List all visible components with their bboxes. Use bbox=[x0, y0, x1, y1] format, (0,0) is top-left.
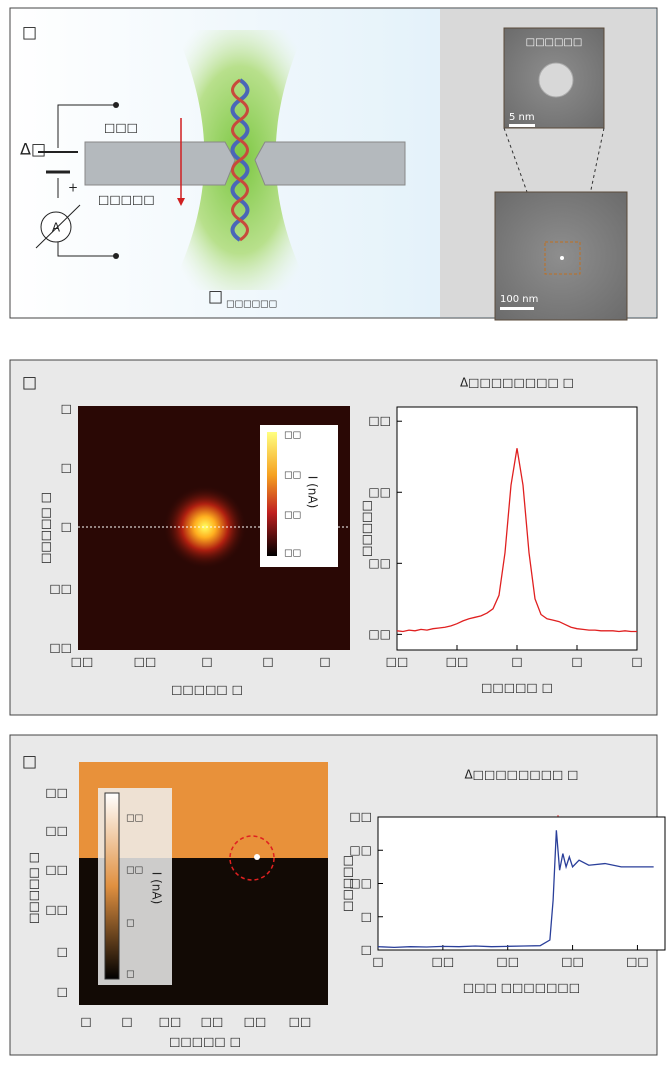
y-tick-label: □ bbox=[61, 402, 72, 416]
colorbar-tick: □□ bbox=[284, 471, 301, 481]
colorbar-tick: □□ bbox=[126, 814, 143, 824]
x-tick-label: □□ bbox=[561, 955, 584, 969]
hot-spot bbox=[254, 854, 260, 860]
x-axis-label: □□□□□ □ bbox=[481, 681, 553, 695]
x-tick-label: □ bbox=[121, 1015, 132, 1029]
y-tick-label: □□ bbox=[368, 627, 391, 641]
colorbar bbox=[105, 793, 119, 979]
x-tick-label: □□ bbox=[71, 655, 94, 669]
x-tick-label: □□ bbox=[626, 955, 649, 969]
x-axis-label: □□□□□ □ bbox=[171, 683, 243, 697]
x-tick-label: □ bbox=[372, 955, 383, 969]
chart-title: Δ□□□□□□□□ □ bbox=[464, 768, 578, 782]
y-tick-label: □□ bbox=[349, 843, 372, 857]
chart-title: Δ□□□□□□□□ □ bbox=[460, 376, 574, 390]
x-tick-label: □□ bbox=[244, 1015, 267, 1029]
x-axis-label: □□□□□ □ bbox=[169, 1035, 241, 1049]
y-tick-label: □ bbox=[361, 909, 372, 923]
x-tick-label: □□ bbox=[432, 955, 455, 969]
pore-small bbox=[560, 256, 564, 260]
y-axis-label: □□□□□ bbox=[360, 500, 374, 557]
y-axis-label: □□□□□ □ bbox=[27, 852, 41, 924]
scale-label: 100 nm bbox=[500, 294, 538, 305]
y-tick-label: □ bbox=[61, 520, 72, 534]
plot-area bbox=[378, 817, 665, 950]
y-tick-label: □□ bbox=[45, 786, 68, 800]
x-tick-label: □□ bbox=[134, 655, 157, 669]
figure: □ A + Δ□ □□□ □□□□□ □ □□□□□□ □□□□□□ 5 nm … bbox=[0, 0, 667, 1064]
beam-label: □ bbox=[208, 287, 223, 306]
y-tick-label: □□ bbox=[349, 810, 372, 824]
scale-label: 5 nm bbox=[509, 112, 535, 123]
terminal bbox=[113, 253, 119, 259]
panel-label: □ bbox=[22, 373, 37, 392]
y-tick-label: □□ bbox=[49, 582, 72, 596]
x-tick-label: □□ bbox=[446, 655, 469, 669]
x-tick-label: □ bbox=[631, 655, 642, 669]
scale-bar bbox=[509, 124, 535, 127]
x-tick-label: □ bbox=[511, 655, 522, 669]
top-label: □□□ bbox=[104, 121, 138, 135]
x-tick-label: □□ bbox=[289, 1015, 312, 1029]
y-tick-label: □ bbox=[61, 461, 72, 475]
colorbar-tick: □□ bbox=[284, 511, 301, 521]
y-tick-label: □□ bbox=[368, 485, 391, 499]
x-tick-label: □ bbox=[262, 655, 273, 669]
y-axis-label: □□□□□ □ bbox=[39, 492, 53, 564]
x-axis-label: □□□ □□□□□□□ bbox=[463, 981, 580, 995]
colorbar-tick: □□ bbox=[126, 866, 143, 876]
colorbar-label: I (nA) bbox=[306, 476, 320, 509]
x-tick-label: □ bbox=[201, 655, 212, 669]
y-tick-label: □□ bbox=[45, 903, 68, 917]
terminal bbox=[113, 102, 119, 108]
colorbar bbox=[267, 432, 277, 556]
plot-area bbox=[397, 407, 637, 650]
x-tick-label: □□ bbox=[386, 655, 409, 669]
x-tick-label: □ bbox=[319, 655, 330, 669]
membrane-left bbox=[85, 142, 235, 185]
lower-label: □□□□□ bbox=[98, 193, 155, 207]
y-tick-label: □□ bbox=[368, 556, 391, 570]
x-tick-label: □ bbox=[80, 1015, 91, 1029]
scale-bar bbox=[500, 307, 534, 310]
pore bbox=[539, 63, 573, 97]
colorbar-label: I (nA) bbox=[150, 872, 164, 905]
x-tick-label: □□ bbox=[496, 955, 519, 969]
colorbar-tick: □□ bbox=[284, 431, 301, 441]
x-tick-label: □□ bbox=[159, 1015, 182, 1029]
y-tick-label: □□ bbox=[45, 863, 68, 877]
ammeter-label: A bbox=[52, 221, 61, 235]
y-tick-label: □□ bbox=[45, 824, 68, 838]
x-tick-label: □□ bbox=[201, 1015, 224, 1029]
y-tick-label: □ bbox=[57, 945, 68, 959]
bias-label: Δ□ bbox=[20, 140, 46, 159]
y-tick-label: □ bbox=[57, 985, 68, 999]
panel-a: □ A + Δ□ □□□ □□□□□ □ □□□□□□ □□□□□□ 5 nm … bbox=[10, 8, 657, 320]
plus: + bbox=[68, 181, 78, 195]
panel-label: □ bbox=[22, 752, 37, 771]
membrane-right bbox=[255, 142, 405, 185]
y-tick-label: □□ bbox=[368, 414, 391, 428]
colorbar-tick: □ bbox=[126, 970, 135, 980]
x-tick-label: □ bbox=[571, 655, 582, 669]
y-tick-label: □ bbox=[361, 943, 372, 957]
beam-sub: □□□□□□ bbox=[226, 300, 277, 310]
colorbar-tick: □ bbox=[126, 919, 135, 929]
tem-title: □□□□□□ bbox=[526, 37, 583, 48]
y-tick-label: □□ bbox=[49, 641, 72, 655]
y-axis-label: □□□□□ bbox=[341, 855, 355, 912]
panel-label: □ bbox=[22, 23, 37, 42]
colorbar-tick: □□ bbox=[284, 549, 301, 559]
